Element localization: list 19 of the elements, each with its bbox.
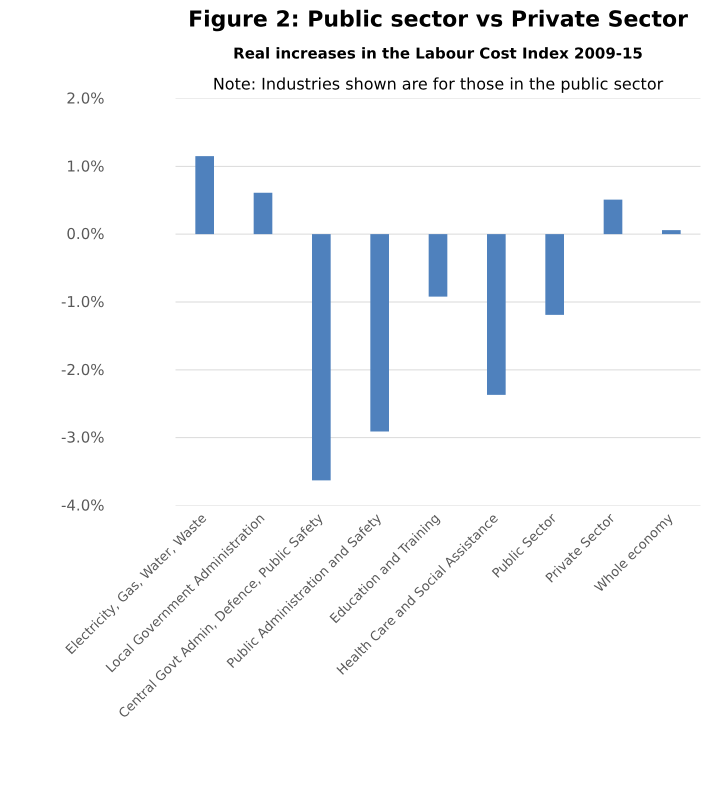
- chart-subtitle: Real increases in the Labour Cost Index 2009-15: [233, 44, 643, 62]
- bar: [195, 156, 214, 234]
- y-tick-label: 2.0%: [66, 90, 104, 108]
- bar: [604, 200, 622, 234]
- y-tick-label: -4.0%: [60, 496, 105, 514]
- bar: [254, 192, 272, 234]
- y-tick-label: -1.0%: [60, 293, 105, 311]
- bar: [370, 234, 389, 432]
- y-tick-label: 0.0%: [66, 225, 104, 244]
- text: Note: Industries shown are for those in the public sector: [212, 74, 664, 94]
- y-tick-label: 1.0%: [66, 157, 104, 176]
- bar: [662, 230, 681, 234]
- bar: [312, 234, 331, 480]
- chart-title: Figure 2: Public sector vs Private Sector: [188, 8, 688, 32]
- bar: [428, 234, 448, 297]
- y-tick-label: -2.0%: [60, 360, 105, 379]
- bar: [545, 234, 564, 315]
- y-tick-label: -3.0%: [60, 428, 105, 447]
- bar: [487, 234, 506, 395]
